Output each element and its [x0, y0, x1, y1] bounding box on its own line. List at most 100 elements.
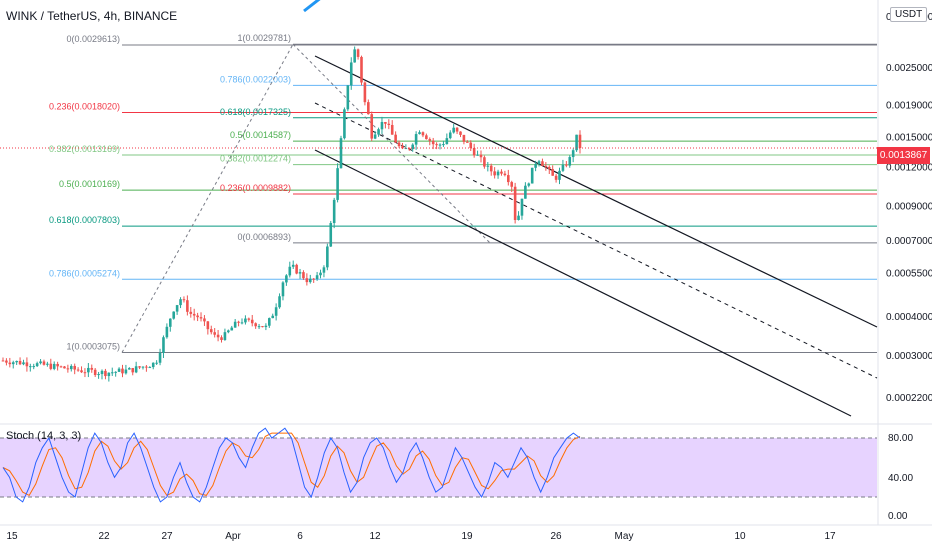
fib-level-label: 0(0.0006893) — [237, 232, 291, 242]
candle-body — [302, 272, 305, 279]
time-axis-label: May — [615, 531, 634, 542]
candle-body — [397, 142, 401, 147]
candle-body — [575, 134, 578, 151]
candle-body — [254, 323, 257, 327]
candle-body — [230, 327, 234, 331]
candle-body — [250, 319, 254, 324]
candle-body — [216, 334, 220, 338]
fib-trend-line — [121, 43, 294, 353]
time-axis-label: 27 — [161, 531, 173, 542]
candle-body — [278, 296, 281, 308]
candle-body — [503, 173, 507, 176]
candle-body — [349, 62, 353, 86]
price-axis-label: 0.0004000 — [886, 312, 932, 323]
candle-body — [308, 278, 312, 283]
candle-body — [387, 123, 391, 125]
stoch-indicator-label[interactable]: Stoch (14, 3, 3) — [6, 430, 82, 442]
candle-body — [568, 157, 572, 166]
candle-body — [459, 131, 462, 135]
candle-body — [377, 129, 380, 135]
candle-body — [155, 362, 158, 364]
candle-body — [83, 372, 87, 374]
candle-body — [312, 278, 315, 280]
fib-level-label: 1(0.0029781) — [237, 33, 291, 43]
candle-body — [93, 369, 97, 376]
candle-body — [73, 365, 76, 370]
time-axis-label: 17 — [824, 531, 836, 542]
candle-body — [493, 171, 496, 176]
candle-body — [547, 166, 551, 170]
time-axis-label: 26 — [550, 531, 562, 542]
candle-body — [22, 362, 25, 365]
candle-body — [537, 161, 541, 164]
time-axis-label: 6 — [297, 531, 303, 542]
candle-body — [315, 275, 319, 280]
candle-body — [63, 366, 66, 369]
candle-body — [558, 170, 561, 180]
candle-body — [179, 299, 182, 306]
candle-body — [244, 318, 247, 323]
candle-body — [124, 369, 128, 374]
candle-body — [117, 368, 121, 372]
candle-body — [121, 368, 124, 374]
candle-body — [452, 127, 455, 133]
candle-body — [554, 175, 558, 180]
candle-body — [220, 337, 223, 340]
candle-body — [35, 363, 39, 367]
candle-body — [199, 317, 203, 319]
candle-body — [291, 264, 295, 267]
candle-body — [442, 144, 445, 146]
candle-body — [445, 138, 449, 145]
candle-body — [530, 167, 534, 184]
candle-body — [305, 278, 309, 283]
stoch-axis-label: 80.00 — [888, 433, 913, 444]
candle-body — [285, 275, 288, 283]
time-axis-label: 22 — [98, 531, 110, 542]
candle-body — [11, 362, 15, 365]
candle-body — [271, 315, 275, 319]
candle-body — [472, 147, 476, 156]
candle-body — [104, 370, 107, 377]
candle-body — [298, 272, 302, 274]
candle-body — [66, 368, 70, 370]
fib-level-label: 0.618(0.0007803) — [49, 215, 120, 225]
candle-body — [541, 161, 544, 166]
candle-body — [404, 148, 408, 150]
price-axis-label: 0.0007000 — [886, 236, 932, 247]
candle-body — [295, 264, 298, 274]
currency-button[interactable]: USDT — [890, 7, 928, 22]
fib-level-label: 0.382(0.0012274) — [220, 154, 291, 164]
candle-body — [138, 366, 141, 368]
candle-body — [100, 370, 104, 375]
candle-body — [196, 315, 199, 318]
stoch-band-fill — [0, 438, 877, 497]
candle-body — [227, 330, 230, 333]
candle-body — [288, 266, 292, 276]
candle-body — [578, 134, 582, 148]
candle-body — [172, 311, 176, 319]
candle-body — [421, 132, 425, 136]
candle-body — [237, 321, 240, 323]
candle-body — [145, 366, 148, 368]
candle-body — [148, 367, 152, 369]
candle-body — [363, 82, 367, 103]
candle-body — [59, 366, 63, 368]
candle-body — [206, 321, 210, 330]
time-axis-label: 15 — [6, 531, 18, 542]
candle-body — [264, 325, 268, 328]
candle-body — [8, 362, 12, 365]
candle-body — [343, 109, 346, 139]
candle-body — [428, 139, 432, 141]
candle-body — [507, 175, 510, 183]
fib-level-label: 0.786(0.0022003) — [220, 74, 291, 84]
candle-body — [87, 367, 90, 373]
candle-body — [455, 127, 459, 132]
candle-body — [565, 164, 568, 166]
candle-body — [257, 326, 261, 328]
drawing-arrow — [303, 0, 321, 13]
price-axis-label: 0.0003000 — [886, 351, 932, 362]
price-axis-label: 0.0025000 — [886, 63, 932, 74]
candle-body — [367, 102, 370, 115]
channel-lower-line — [314, 149, 852, 417]
